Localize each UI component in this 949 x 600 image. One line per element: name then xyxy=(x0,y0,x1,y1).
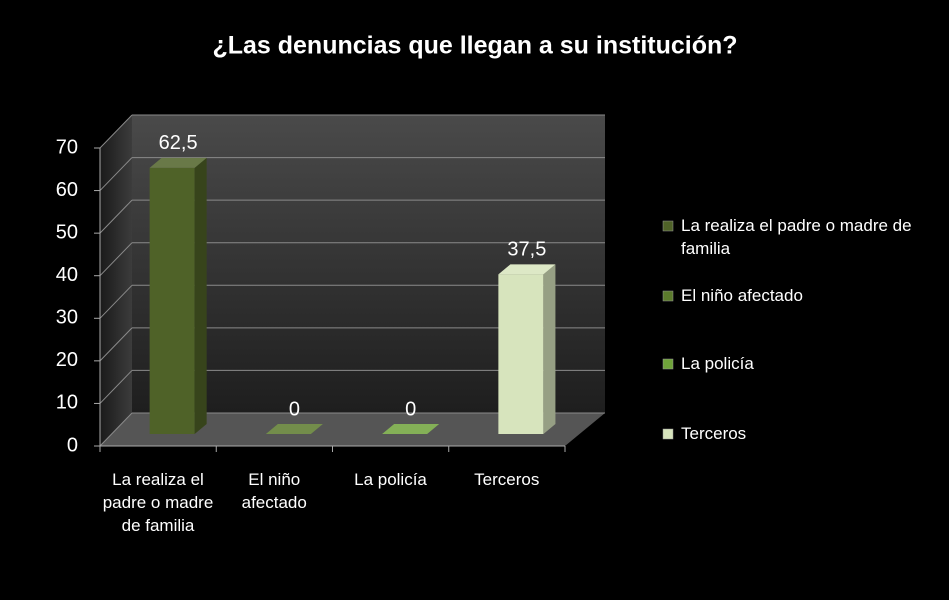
y-tick-label: 10 xyxy=(56,392,78,414)
bar-top xyxy=(382,424,440,434)
bar-front xyxy=(149,167,195,434)
y-tick-label: 50 xyxy=(56,221,78,243)
y-tick-label: 60 xyxy=(56,179,78,201)
grid-line-side xyxy=(99,284,133,319)
bar-side xyxy=(194,157,207,434)
chart-title: ¿Las denuncias que llegan a su instituci… xyxy=(212,32,737,60)
legend-marker xyxy=(662,358,674,370)
grid-line-side xyxy=(99,157,133,191)
grid-line-side xyxy=(99,199,133,234)
legend-marker xyxy=(662,428,674,440)
bar-top-shade xyxy=(382,424,440,434)
bar xyxy=(382,424,440,434)
grid-line-side xyxy=(99,242,133,277)
legend-label: La realiza el padre o madre de familia xyxy=(681,216,912,258)
y-tick-label: 40 xyxy=(56,264,78,286)
bar-side xyxy=(543,264,556,434)
legend-label: La policía xyxy=(681,354,754,373)
side-wall xyxy=(100,115,132,446)
bar-top xyxy=(149,157,207,168)
bar-top xyxy=(498,264,556,275)
grid-line-side xyxy=(99,114,133,149)
legend-marker xyxy=(662,290,674,302)
legend-label: Terceros xyxy=(681,424,747,443)
value-label: 37,5 xyxy=(507,239,546,261)
bar-top xyxy=(265,424,323,434)
value-label: 0 xyxy=(405,398,416,420)
bar-top-shade xyxy=(265,424,323,434)
bar-top-shade xyxy=(149,157,207,168)
bar xyxy=(149,157,207,434)
floor xyxy=(100,413,605,446)
back-wall xyxy=(132,115,605,413)
bar-top-shade xyxy=(498,264,556,275)
value-label: 62,5 xyxy=(159,132,198,154)
bar xyxy=(265,424,323,434)
x-tick-label: El niño afectado xyxy=(241,470,307,512)
y-tick-label: 30 xyxy=(56,307,78,329)
grid-line-side xyxy=(99,327,133,362)
y-tick-label: 20 xyxy=(56,349,78,371)
x-tick-label: Terceros xyxy=(474,470,540,489)
bar-front xyxy=(498,274,544,434)
grid-line-side xyxy=(99,412,133,447)
bar xyxy=(498,264,556,434)
value-label: 0 xyxy=(289,398,300,420)
y-tick-label: 70 xyxy=(56,136,78,158)
bar-side-shade xyxy=(543,264,556,434)
x-tick-label: La realiza el padre o madre de familia xyxy=(102,470,214,535)
legend-marker xyxy=(662,220,674,232)
x-tick-label: La policía xyxy=(354,470,427,489)
y-tick-label: 0 xyxy=(67,434,78,456)
grid-line-side xyxy=(99,370,133,404)
bar-side-shade xyxy=(194,157,207,434)
legend-label: El niño afectado xyxy=(681,286,803,305)
